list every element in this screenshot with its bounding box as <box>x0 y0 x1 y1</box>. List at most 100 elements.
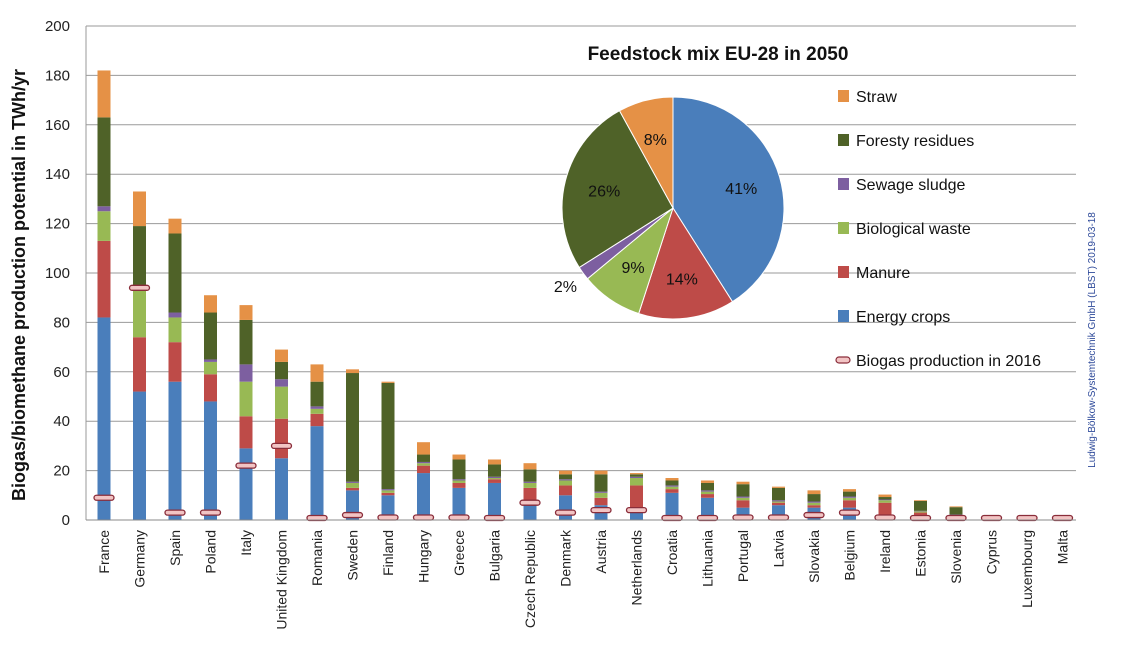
bar-segment-foresty-residues <box>239 319 253 365</box>
biogas-2016-marker <box>164 509 186 516</box>
bar-segment-sewage-sludge <box>417 461 430 464</box>
bar-segment-straw <box>275 349 288 362</box>
bar-segment-straw <box>346 369 359 374</box>
legend-label: Energy crops <box>856 309 950 326</box>
bar-segment-manure <box>843 500 856 508</box>
x-category-label: Italy <box>238 530 254 556</box>
bar-segment-straw <box>630 473 643 475</box>
bar-segment-foresty-residues <box>310 381 324 407</box>
bar-segment-foresty-residues <box>452 459 466 480</box>
pie-chart <box>561 96 785 320</box>
x-category-label: Greece <box>451 530 467 576</box>
bar-segment-biological-waste <box>452 480 466 483</box>
bar-segment-foresty-residues <box>488 464 501 477</box>
bar-segment-foresty-residues <box>133 226 146 288</box>
pie-label: 41% <box>725 181 757 198</box>
bar-segment-biological-waste <box>239 381 253 417</box>
bar-segment-biological-waste <box>168 317 182 343</box>
bar-segment-biological-waste <box>665 486 679 490</box>
x-category-label: Hungary <box>416 530 432 583</box>
bar-segment-energy-crops <box>452 487 466 520</box>
y-axis-ticks: 0 20 40 60 80 100 120 140 160 180 200 <box>45 18 70 529</box>
bar-segment-biological-waste <box>488 478 501 480</box>
bar-segment-straw <box>168 218 182 234</box>
x-category-label: Cyprus <box>984 530 1000 574</box>
x-category-label: Slovenia <box>948 530 964 584</box>
x-category-label: Ireland <box>877 530 893 573</box>
x-category-label: France <box>96 530 112 574</box>
y-tick-label: 140 <box>45 166 70 183</box>
bar-segment-sewage-sludge <box>488 476 501 479</box>
legend-swatch <box>835 356 851 364</box>
bar-segment-sewage-sludge <box>701 490 714 492</box>
biogas-2016-marker <box>625 506 648 514</box>
bar-segment-biological-waste <box>630 478 643 486</box>
biogas-2016-marker <box>412 514 435 521</box>
bar-segment-manure <box>594 497 608 506</box>
x-category-label: United Kingdom <box>274 530 290 630</box>
bar-segment-foresty-residues <box>204 312 217 360</box>
bar-segment-manure <box>133 337 146 392</box>
bar-segment-energy-crops <box>701 497 714 520</box>
legend-label: Biological waste <box>856 221 971 238</box>
bar-segment-manure <box>914 512 927 516</box>
x-category-label: Portugal <box>735 530 751 582</box>
legend: Straw Foresty residues Sewage sludge Biolog… <box>835 89 1041 370</box>
legend-label: Manure <box>856 265 910 282</box>
bar-segment-manure <box>878 502 892 516</box>
bar-segment-energy-crops <box>417 473 430 520</box>
bar-segment-sewage-sludge <box>878 499 892 501</box>
bar-segment-energy-crops <box>381 495 395 520</box>
legend-swatch <box>838 178 849 190</box>
x-category-label: Latvia <box>771 530 787 568</box>
bar-segment-straw <box>914 500 927 501</box>
bar-segment-foresty-residues <box>168 233 182 313</box>
bar-segment-biological-waste <box>594 492 608 498</box>
bar-segment-energy-crops <box>239 448 253 520</box>
x-category-label: Spain <box>167 530 183 566</box>
bar-segment-straw <box>204 295 217 313</box>
bar-segment-biological-waste <box>843 497 856 501</box>
bar-segment-biological-waste <box>346 482 359 488</box>
bar-segment-sewage-sludge <box>452 479 466 481</box>
bar-segment-foresty-residues <box>594 474 608 492</box>
bar-segment-biological-waste <box>559 480 572 486</box>
bar-segment-manure <box>630 485 643 511</box>
bar-segment-manure <box>736 500 750 508</box>
x-category-label: Bulgaria <box>487 530 503 582</box>
biogas-2016-marker <box>128 284 151 291</box>
bar-segment-manure <box>417 465 430 474</box>
bar-segment-biological-waste <box>381 490 395 493</box>
x-category-label: Denmark <box>558 529 574 587</box>
y-tick-label: 60 <box>53 364 70 381</box>
bar-segment-biological-waste <box>133 290 146 338</box>
bar-segment-foresty-residues <box>346 373 359 482</box>
bar-segment-foresty-residues <box>559 474 572 480</box>
y-axis-label: Biogas/biomethane production potential i… <box>9 69 29 501</box>
bar-segment-biological-waste <box>275 386 288 419</box>
bar-segment-straw <box>488 459 501 465</box>
bar-segment-straw <box>772 486 785 488</box>
bar-segment-manure <box>452 482 466 488</box>
x-category-label: Croatia <box>664 530 680 575</box>
pie-labels: 41% 14% 9% 2% 26% 8% <box>554 132 757 296</box>
bar-segment-straw <box>417 442 430 455</box>
bar-segment-straw <box>807 490 821 495</box>
legend-swatch <box>838 310 849 322</box>
bar-segment-straw <box>736 481 750 485</box>
bar-segment-energy-crops <box>204 401 217 520</box>
bar-segment-biological-waste <box>701 491 714 495</box>
bar-segment-foresty-residues <box>275 361 288 380</box>
bar-segment-sewage-sludge <box>843 496 856 498</box>
bar-segment-sewage-sludge <box>594 491 608 493</box>
marker-series <box>93 284 1074 522</box>
bar-segment-energy-crops <box>97 317 111 520</box>
biogas-2016-marker <box>519 499 541 506</box>
bar-segment-foresty-residues <box>523 469 537 482</box>
x-category-label: Slovakia <box>806 530 822 583</box>
bar-segment-sewage-sludge <box>310 406 324 409</box>
bar-segment-sewage-sludge <box>239 364 253 382</box>
bar-segment-sewage-sludge <box>97 206 111 212</box>
bar-segment-sewage-sludge <box>168 312 182 318</box>
y-tick-label: 100 <box>45 265 70 282</box>
